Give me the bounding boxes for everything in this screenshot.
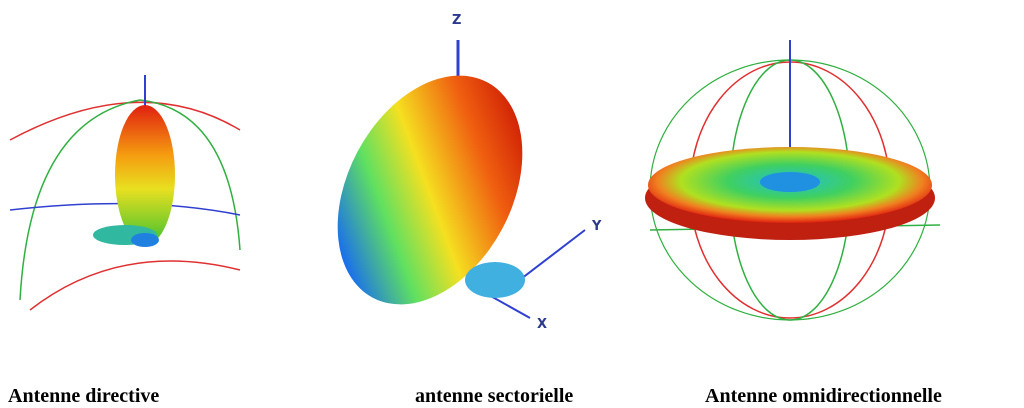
caption: antenne sectorielle: [415, 385, 573, 407]
directive-pattern: [9, 75, 241, 311]
omni-pattern: [645, 40, 941, 321]
caption: Antenne omnidirectionnelle: [705, 385, 942, 407]
axis-label: Y: [591, 219, 602, 234]
sector-pattern: Z Y X: [337, 13, 602, 332]
axis-label: Z: [452, 13, 461, 28]
caption: Antenne directive: [8, 385, 159, 407]
axis-label: X: [537, 317, 547, 332]
